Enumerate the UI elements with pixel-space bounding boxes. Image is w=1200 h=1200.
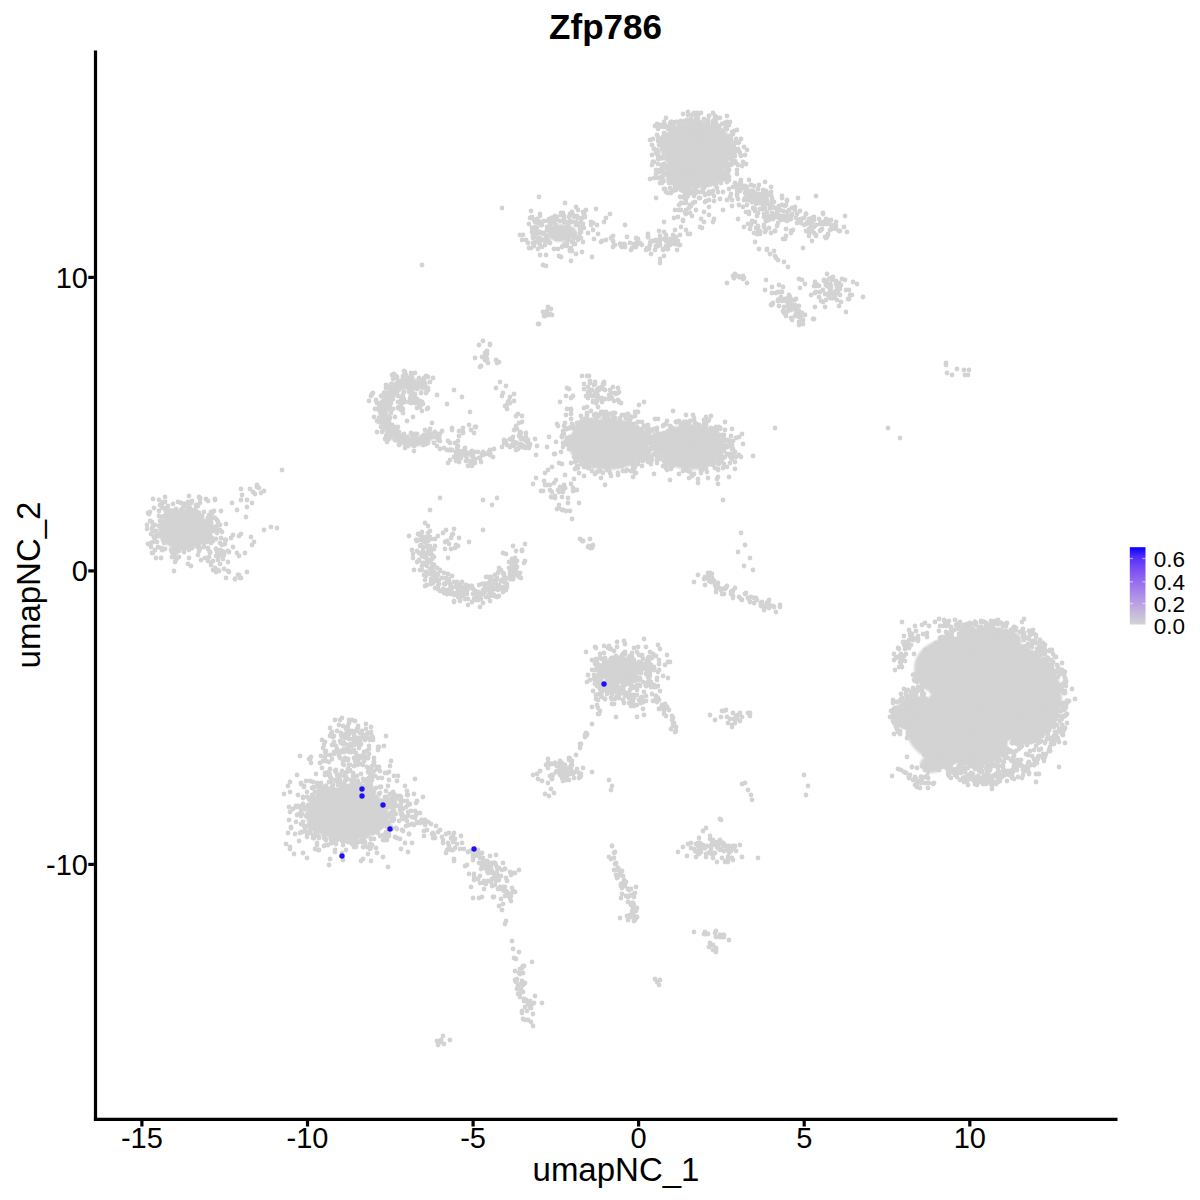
svg-text:-5: -5: [460, 1122, 486, 1154]
svg-text:-10: -10: [287, 1122, 329, 1154]
svg-text:0.0: 0.0: [1154, 614, 1185, 639]
svg-text:umapNC_2: umapNC_2: [10, 502, 47, 669]
svg-text:0: 0: [631, 1122, 647, 1154]
svg-text:0: 0: [72, 555, 88, 587]
svg-text:10: 10: [954, 1122, 986, 1154]
svg-text:-10: -10: [46, 849, 88, 881]
svg-text:Zfp786: Zfp786: [549, 7, 662, 46]
svg-text:umapNC_1: umapNC_1: [533, 1151, 700, 1188]
svg-text:5: 5: [796, 1122, 812, 1154]
svg-text:-15: -15: [121, 1122, 163, 1154]
svg-text:10: 10: [56, 262, 88, 294]
svg-text:0.2: 0.2: [1154, 592, 1185, 617]
svg-text:0.6: 0.6: [1154, 547, 1185, 572]
